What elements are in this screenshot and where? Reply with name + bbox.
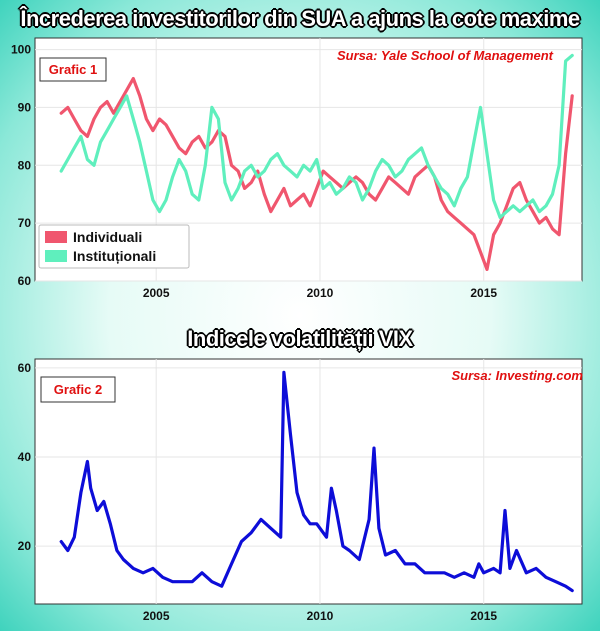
chart2-badge-box xyxy=(40,376,116,403)
chart1-badge: Grafic 1 xyxy=(49,62,97,77)
series-line-vix xyxy=(59,370,574,593)
y-tick-label: 20 xyxy=(18,539,32,553)
chart1-legend xyxy=(38,224,190,269)
x-tick-label: 2010 xyxy=(307,609,334,623)
chart2-title: Indicele volatilității VIX xyxy=(187,326,413,351)
chart1-badge-box xyxy=(39,57,107,82)
y-tick-label: 70 xyxy=(18,216,32,230)
y-tick-label: 60 xyxy=(18,361,32,375)
chart1-source: Sursa: Yale School of Management xyxy=(337,48,554,63)
chart2-ticks: 20 40 60 2005 2010 2015 xyxy=(18,361,498,623)
chart1-title: Încrederea investitorilor din SUA a ajun… xyxy=(20,6,580,31)
y-tick-label: 60 xyxy=(18,274,32,288)
chart2-source: Sursa: Investing.com xyxy=(452,368,584,383)
y-tick-label: 40 xyxy=(18,450,32,464)
x-tick-label: 2015 xyxy=(470,609,497,623)
y-tick-label: 100 xyxy=(11,43,31,57)
series-line-individuali xyxy=(59,76,574,271)
legend-label-individuali: Individuali xyxy=(73,229,142,245)
x-tick-label: 2010 xyxy=(307,286,334,300)
y-tick-label: 80 xyxy=(18,158,32,172)
x-tick-label: 2005 xyxy=(143,286,170,300)
x-tick-label: 2005 xyxy=(143,609,170,623)
chart2-grid xyxy=(35,359,582,604)
legend-swatch-institutionali xyxy=(45,250,67,262)
series-line-instituionali xyxy=(59,53,574,219)
legend-label-institutionali: Instituționali xyxy=(73,248,156,264)
chart1-ticks: 60 70 80 90 100 2005 2010 2015 xyxy=(11,43,497,300)
chart2-badge: Grafic 2 xyxy=(54,382,102,397)
chart1-series xyxy=(59,53,574,271)
x-tick-label: 2015 xyxy=(470,286,497,300)
chart1-grid xyxy=(35,38,582,282)
y-tick-label: 90 xyxy=(18,100,32,114)
legend-swatch-individuali xyxy=(45,231,67,243)
chart2-series xyxy=(59,370,574,593)
